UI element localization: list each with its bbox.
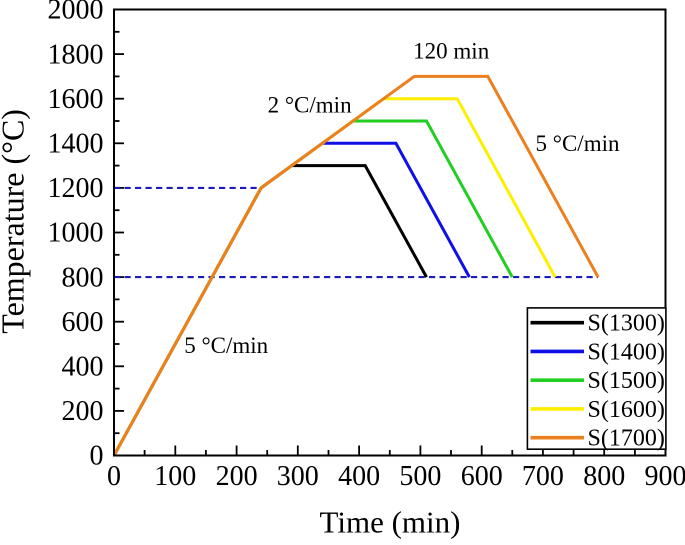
svg-text:0: 0 xyxy=(107,461,121,492)
svg-text:900: 900 xyxy=(645,461,685,492)
svg-text:0: 0 xyxy=(90,441,104,472)
svg-text:600: 600 xyxy=(461,461,503,492)
svg-text:300: 300 xyxy=(277,461,319,492)
svg-text:S(1700): S(1700) xyxy=(588,426,665,452)
svg-text:S(1300): S(1300) xyxy=(588,311,665,337)
svg-text:700: 700 xyxy=(522,461,564,492)
svg-text:S(1600): S(1600) xyxy=(588,397,665,423)
svg-text:500: 500 xyxy=(399,461,441,492)
svg-text:Temperature (°C): Temperature (°C) xyxy=(0,109,30,334)
svg-text:S(1500): S(1500) xyxy=(588,368,665,394)
svg-text:120 min: 120 min xyxy=(413,39,490,64)
svg-text:1800: 1800 xyxy=(48,39,104,70)
svg-text:1200: 1200 xyxy=(48,173,104,204)
svg-text:200: 200 xyxy=(216,461,258,492)
svg-text:100: 100 xyxy=(154,461,196,492)
svg-text:200: 200 xyxy=(62,396,104,427)
svg-text:Time (min): Time (min) xyxy=(320,505,461,540)
svg-text:5 °C/min: 5 °C/min xyxy=(536,131,620,156)
svg-text:800: 800 xyxy=(583,461,625,492)
svg-text:1000: 1000 xyxy=(48,218,104,249)
svg-text:2000: 2000 xyxy=(48,0,104,26)
svg-text:1600: 1600 xyxy=(48,84,104,115)
svg-text:400: 400 xyxy=(62,352,104,383)
svg-text:2 °C/min: 2 °C/min xyxy=(268,92,352,117)
svg-text:600: 600 xyxy=(62,307,104,338)
svg-text:S(1400): S(1400) xyxy=(588,339,665,365)
svg-text:400: 400 xyxy=(338,461,380,492)
svg-text:800: 800 xyxy=(62,262,104,293)
svg-text:5 °C/min: 5 °C/min xyxy=(184,333,268,358)
svg-text:1400: 1400 xyxy=(48,129,104,160)
